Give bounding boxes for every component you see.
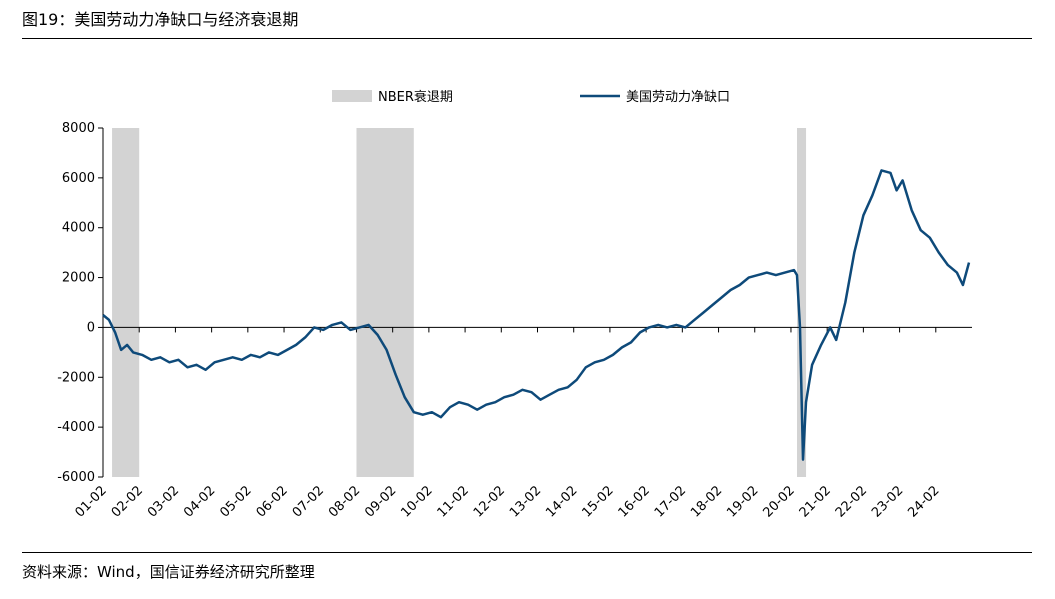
x-tick-label: 20-02 bbox=[760, 483, 797, 520]
series-line bbox=[102, 169, 971, 461]
x-tick-label: 16-02 bbox=[616, 483, 653, 520]
recession-bands bbox=[112, 128, 807, 477]
x-tick-label: 05-02 bbox=[217, 483, 254, 520]
y-tick-label: -4000 bbox=[57, 420, 95, 435]
legend-swatch-recession bbox=[332, 90, 372, 102]
x-tick-label: 19-02 bbox=[724, 483, 761, 520]
x-tick-label: 09-02 bbox=[362, 483, 399, 520]
x-tick-label: 15-02 bbox=[579, 483, 616, 520]
x-tick-label: 08-02 bbox=[326, 483, 363, 520]
x-tick-label: 14-02 bbox=[543, 483, 580, 520]
y-tick-label: 8000 bbox=[62, 121, 95, 136]
x-tick-label: 24-02 bbox=[905, 483, 942, 520]
chart-legend: NBER衰退期 美国劳动力净缺口 bbox=[332, 89, 730, 105]
y-tick-label: 6000 bbox=[62, 171, 95, 186]
recession-band bbox=[796, 128, 807, 477]
series-layer bbox=[102, 169, 971, 461]
y-tick-label: -6000 bbox=[57, 470, 95, 485]
chart-axes: 8000 6000 4000 2000 0 -2000 -4000 -600001-0202-… bbox=[57, 121, 972, 521]
x-tick-label: 03-02 bbox=[145, 483, 182, 520]
x-tick-label: 17-02 bbox=[652, 483, 689, 520]
x-tick-label: 21-02 bbox=[797, 483, 834, 520]
x-tick-label: 02-02 bbox=[109, 483, 146, 520]
x-tick-label: 13-02 bbox=[507, 483, 544, 520]
x-tick-label: 12-02 bbox=[471, 483, 508, 520]
y-tick-label: -2000 bbox=[57, 370, 95, 385]
source-note: 资料来源：Wind，国信证券经济研究所整理 bbox=[22, 563, 315, 581]
bottom-rule bbox=[22, 552, 1032, 553]
y-tick-label: 2000 bbox=[62, 271, 95, 286]
recession-band bbox=[356, 128, 414, 477]
x-tick-label: 18-02 bbox=[688, 483, 725, 520]
recession-band bbox=[112, 128, 140, 477]
x-tick-label: 01-02 bbox=[73, 483, 110, 520]
x-tick-label: 11-02 bbox=[435, 483, 472, 520]
legend-label-series: 美国劳动力净缺口 bbox=[626, 89, 730, 105]
y-tick-label: 0 bbox=[87, 320, 95, 335]
legend-label-recession: NBER衰退期 bbox=[378, 89, 453, 105]
y-tick-label: 4000 bbox=[62, 221, 95, 236]
x-tick-label: 07-02 bbox=[290, 483, 327, 520]
x-tick-label: 10-02 bbox=[398, 483, 435, 520]
x-tick-label: 22-02 bbox=[833, 483, 870, 520]
top-rule bbox=[22, 38, 1032, 39]
x-tick-label: 06-02 bbox=[254, 483, 291, 520]
x-tick-label: 04-02 bbox=[181, 483, 218, 520]
x-tick-label: 23-02 bbox=[869, 483, 906, 520]
figure-title: 图19：美国劳动力净缺口与经济衰退期 bbox=[22, 10, 299, 29]
